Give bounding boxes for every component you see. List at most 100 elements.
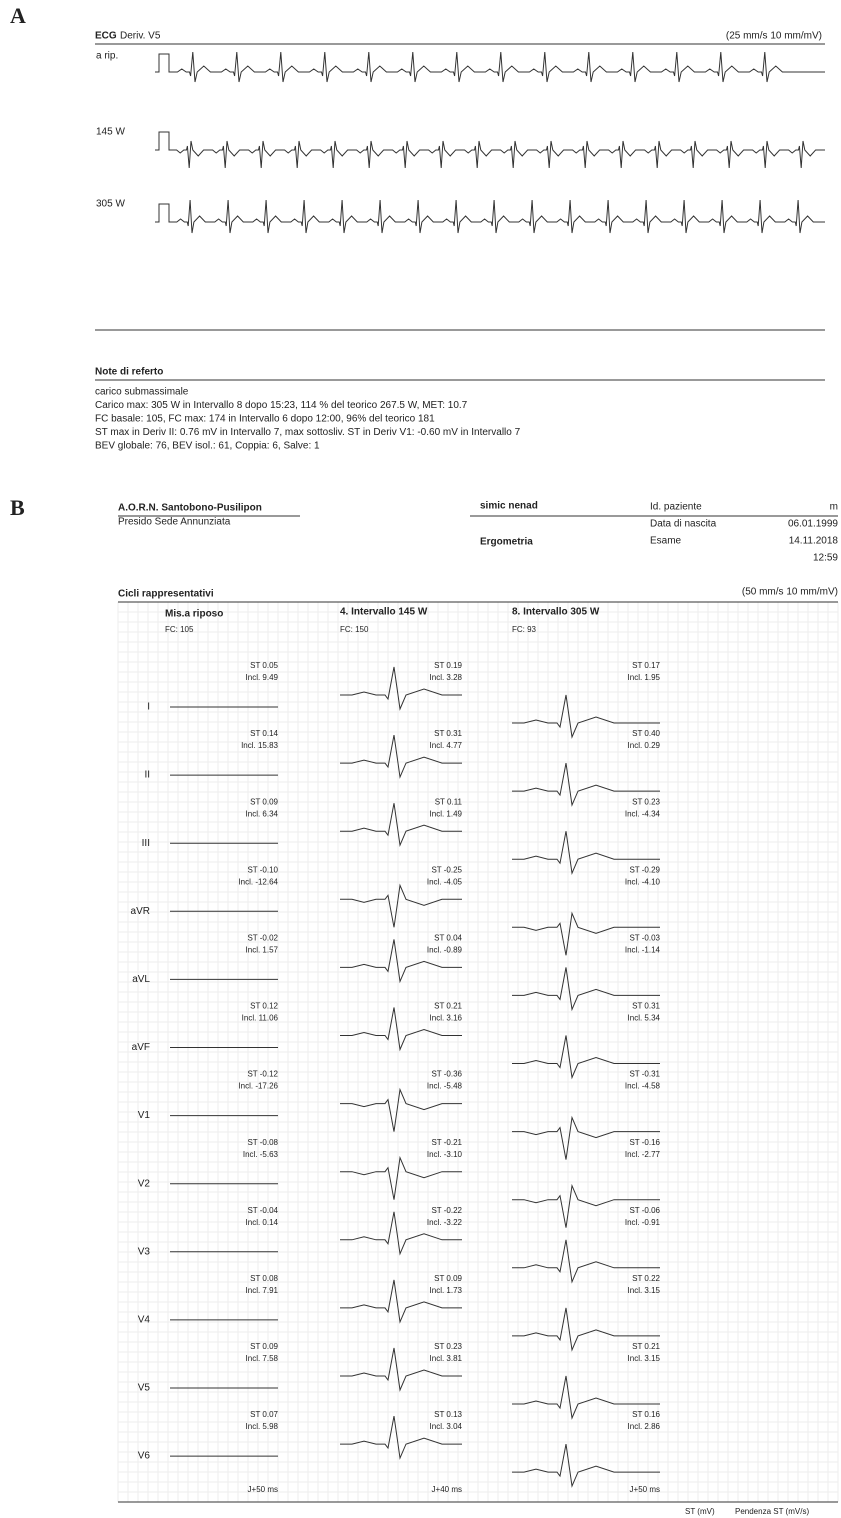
legend-item: Pendenza ST (mV/s) (735, 1507, 809, 1516)
incl-value: Incl. -2.77 (625, 1150, 661, 1159)
st-value: ST 0.09 (250, 1342, 278, 1351)
st-value: ST 0.40 (632, 729, 660, 738)
incl-value: Incl. -4.58 (625, 1082, 661, 1091)
incl-value: Incl. -17.26 (238, 1082, 278, 1091)
column-title: 4. Intervallo 145 W (340, 607, 428, 618)
incl-value: Incl. -5.48 (427, 1082, 463, 1091)
st-value: ST -0.21 (431, 1138, 462, 1147)
hospital: A.O.R.N. Santobono-Pusilipon (118, 503, 262, 514)
note-line: Carico max: 305 W in Intervallo 8 dopo 1… (95, 400, 468, 411)
section-title: Cicli rappresentativi (118, 589, 214, 600)
speed-label: (25 mm/s 10 mm/mV) (726, 31, 822, 42)
incl-value: Incl. 1.49 (430, 809, 463, 818)
incl-value: Incl. -3.22 (427, 1218, 463, 1227)
incl-value: Incl. 3.81 (430, 1354, 463, 1363)
speed-label: (50 mm/s 10 mm/mV) (742, 587, 838, 598)
st-value: ST -0.04 (247, 1206, 278, 1215)
st-value: ST -0.03 (629, 934, 660, 943)
st-value: ST 0.21 (434, 1002, 462, 1011)
lead-label: V3 (138, 1246, 151, 1257)
st-value: ST 0.17 (632, 661, 660, 670)
exam-type: Ergometria (480, 537, 533, 548)
incl-value: Incl. 0.14 (246, 1218, 279, 1227)
lead-label: V4 (138, 1315, 151, 1326)
incl-value: Incl. 1.73 (430, 1286, 463, 1295)
lead-label: III (142, 838, 150, 849)
st-value: ST 0.19 (434, 661, 462, 670)
st-value: ST 0.08 (250, 1274, 278, 1283)
lead-label: I (147, 702, 150, 713)
row-label: 145 W (96, 127, 125, 138)
ecg-label: ECG (95, 31, 117, 42)
notes-title: Note di referto (95, 367, 163, 378)
column-footer: J+50 ms (248, 1485, 278, 1494)
note-line: ST max in Deriv II: 0.76 mV in Intervall… (95, 427, 521, 438)
lead-label: V5 (138, 1383, 151, 1394)
lead-label: II (144, 770, 150, 781)
st-value: ST 0.23 (434, 1342, 462, 1351)
st-value: ST 0.21 (632, 1342, 660, 1351)
incl-value: Incl. -5.63 (243, 1150, 279, 1159)
st-value: ST 0.13 (434, 1410, 462, 1419)
st-value: ST -0.08 (247, 1138, 278, 1147)
lead-label: aVF (132, 1042, 150, 1053)
lead-label: V1 (138, 1110, 151, 1121)
lead-label: V6 (138, 1451, 151, 1462)
st-value: ST -0.02 (247, 934, 278, 943)
st-value: ST 0.11 (435, 797, 463, 806)
incl-value: Incl. 7.91 (246, 1286, 279, 1295)
incl-value: Incl. -12.64 (238, 877, 278, 886)
lead-label: Deriv. V5 (120, 31, 161, 42)
incl-value: Incl. 9.49 (246, 673, 279, 682)
incl-value: Incl. -3.10 (427, 1150, 463, 1159)
st-value: ST -0.22 (431, 1206, 462, 1215)
heart-rate: FC: 105 (165, 625, 194, 634)
incl-value: Incl. 3.15 (628, 1286, 661, 1295)
field-value: 14.11.2018 (789, 536, 839, 547)
incl-value: Incl. -4.05 (427, 877, 463, 886)
lead-label: V2 (138, 1178, 151, 1189)
incl-value: Incl. 3.16 (430, 1014, 463, 1023)
time: 12:59 (813, 553, 838, 564)
incl-value: Incl. 3.04 (430, 1422, 463, 1431)
column-footer: J+40 ms (432, 1485, 462, 1494)
incl-value: Incl. -4.10 (625, 877, 661, 886)
incl-value: Incl. 15.83 (241, 741, 278, 750)
site: Presido Sede Annunziata (118, 517, 231, 528)
st-value: ST -0.25 (431, 865, 462, 874)
patient: simic nenad (480, 501, 538, 512)
incl-value: Incl. 7.58 (246, 1354, 279, 1363)
incl-value: Incl. 11.06 (242, 1014, 279, 1023)
st-value: ST -0.36 (431, 1070, 462, 1079)
incl-value: Incl. -4.34 (625, 809, 661, 818)
st-value: ST 0.31 (632, 1002, 660, 1011)
lead-label: aVL (132, 974, 150, 985)
note-line: carico submassimale (95, 387, 189, 398)
incl-value: Incl. 2.86 (628, 1422, 661, 1431)
st-value: ST -0.29 (629, 865, 660, 874)
st-value: ST -0.06 (629, 1206, 660, 1215)
field-label: Esame (650, 536, 682, 547)
st-value: ST 0.09 (250, 797, 278, 806)
column-title: 8. Intervallo 305 W (512, 607, 600, 618)
field-label: Id. paziente (650, 502, 702, 513)
panel-label: A (10, 3, 26, 28)
incl-value: Incl. 1.95 (628, 673, 661, 682)
incl-value: Incl. 0.29 (628, 741, 661, 750)
heart-rate: FC: 93 (512, 625, 537, 634)
field-value: m (830, 502, 838, 513)
st-value: ST 0.31 (434, 729, 462, 738)
panel-label: B (10, 495, 25, 520)
incl-value: Incl. 5.98 (246, 1422, 279, 1431)
incl-value: Incl. 3.28 (430, 673, 463, 682)
incl-value: Incl. -1.14 (625, 946, 661, 955)
st-value: ST 0.22 (632, 1274, 660, 1283)
incl-value: Incl. 1.57 (246, 946, 279, 955)
st-value: ST 0.09 (434, 1274, 462, 1283)
row-label: 305 W (96, 199, 125, 210)
st-value: ST -0.10 (247, 865, 278, 874)
lead-label: aVR (131, 906, 150, 917)
column-title: Mis.a riposo (165, 609, 223, 620)
st-value: ST 0.23 (632, 797, 660, 806)
st-value: ST 0.14 (250, 729, 278, 738)
